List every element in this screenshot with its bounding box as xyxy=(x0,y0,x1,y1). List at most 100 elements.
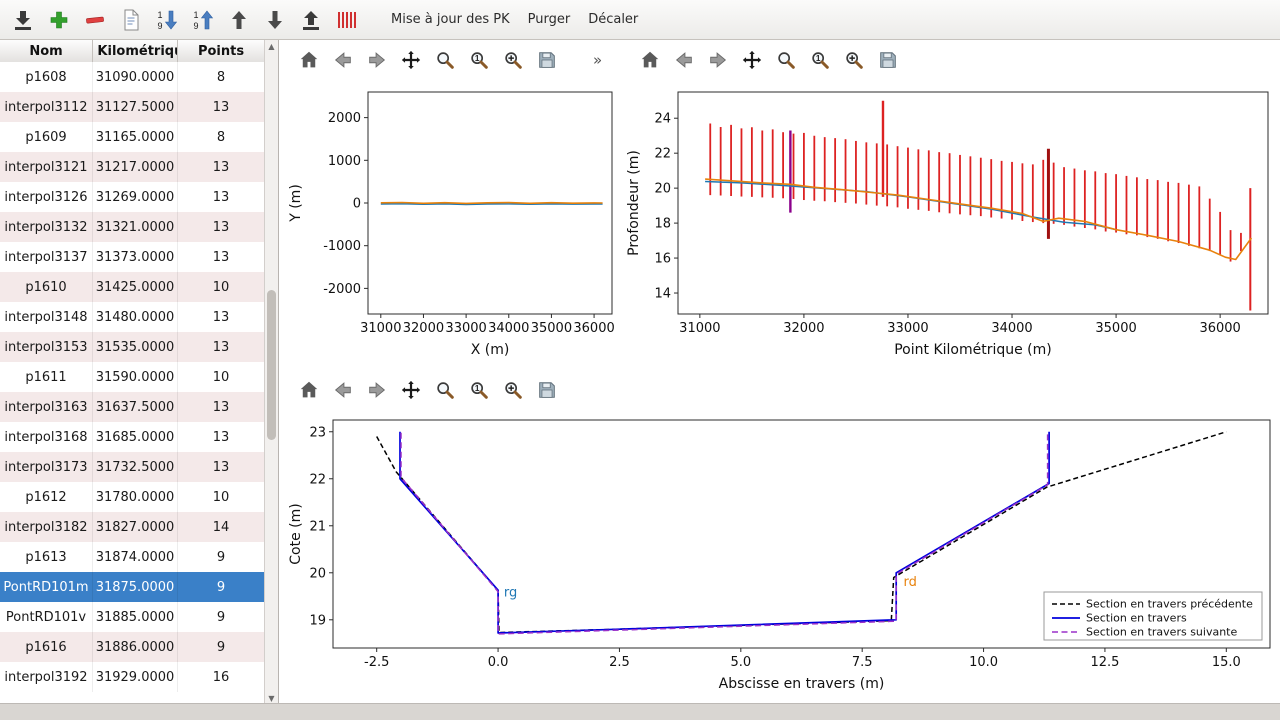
scrollbar-thumb[interactable] xyxy=(267,290,276,440)
zoom-in-button[interactable] xyxy=(499,46,527,74)
pan-button[interactable] xyxy=(738,46,766,74)
scroll-up-icon[interactable]: ▲ xyxy=(265,40,278,52)
table-row[interactable]: interpol316331637.500013 xyxy=(0,392,265,422)
zoom-button[interactable] xyxy=(772,46,800,74)
table-row[interactable]: interpol311231127.500013 xyxy=(0,92,265,122)
cell-nom: interpol3137 xyxy=(0,242,93,272)
menu-decaler[interactable]: Décaler xyxy=(579,8,647,31)
table-row[interactable]: interpol312631269.000013 xyxy=(0,182,265,212)
table-row[interactable]: interpol313231321.000013 xyxy=(0,212,265,242)
table-row[interactable]: interpol317331732.500013 xyxy=(0,452,265,482)
cell-points: 8 xyxy=(178,62,265,92)
zoom-button[interactable] xyxy=(431,46,459,74)
sections-pattern-button[interactable] xyxy=(332,5,362,35)
cell-pk: 31637.5000 xyxy=(93,392,178,422)
svg-text:2000: 2000 xyxy=(328,111,361,126)
svg-text:31000: 31000 xyxy=(360,321,401,336)
menu-mise-a-jour-pk[interactable]: Mise à jour des PK xyxy=(382,8,519,31)
back-button[interactable] xyxy=(670,46,698,74)
table-row[interactable]: p161631886.00009 xyxy=(0,632,265,662)
table-row[interactable]: p160831090.00008 xyxy=(0,62,265,92)
toolbar-overflow-chevron[interactable]: » xyxy=(593,51,602,69)
table-row[interactable]: PontRD101v31885.00009 xyxy=(0,602,265,632)
zoom-in-button[interactable] xyxy=(840,46,868,74)
menu-purger[interactable]: Purger xyxy=(519,8,580,31)
plan-plot-toolbar: 1» xyxy=(295,44,602,76)
barcode-icon xyxy=(335,8,359,32)
profile-plot-canvas[interactable]: 3100032000330003400035000360001416182022… xyxy=(624,78,1280,372)
column-header-points[interactable]: Points xyxy=(178,40,265,62)
pan-button[interactable] xyxy=(397,46,425,74)
table-row[interactable]: p161231780.000010 xyxy=(0,482,265,512)
save-button[interactable] xyxy=(533,376,561,404)
home-button[interactable] xyxy=(295,376,323,404)
table-row[interactable]: interpol313731373.000013 xyxy=(0,242,265,272)
column-header-nom[interactable]: Nom xyxy=(0,40,93,62)
svg-text:9: 9 xyxy=(194,21,199,31)
table-scrollbar[interactable]: ▲ ▼ xyxy=(264,40,278,704)
table-row[interactable]: p161131590.000010 xyxy=(0,362,265,392)
table-row[interactable]: interpol318231827.000014 xyxy=(0,512,265,542)
zoom-one-button[interactable]: 1 xyxy=(465,376,493,404)
delete-section-button[interactable] xyxy=(80,5,110,35)
forward-button[interactable] xyxy=(363,46,391,74)
table-row[interactable]: p161331874.00009 xyxy=(0,542,265,572)
save-button[interactable] xyxy=(874,46,902,74)
table-row[interactable]: interpol319231929.000016 xyxy=(0,662,265,692)
pan-button[interactable] xyxy=(397,376,425,404)
svg-text:21: 21 xyxy=(309,519,326,534)
zoom-in-button[interactable] xyxy=(499,376,527,404)
cell-nom: p1610 xyxy=(0,272,93,302)
cell-points: 13 xyxy=(178,302,265,332)
back-button[interactable] xyxy=(329,46,357,74)
zoom-icon xyxy=(434,379,456,401)
sort-descending-button[interactable]: 19 xyxy=(152,5,182,35)
svg-text:35000: 35000 xyxy=(1095,321,1136,336)
cell-pk: 31875.0000 xyxy=(93,572,178,602)
cell-pk: 31127.5000 xyxy=(93,92,178,122)
svg-text:0: 0 xyxy=(353,197,361,212)
plan-view-chart[interactable]: 310003200033000340003500036000-2000-1000… xyxy=(286,78,622,372)
table-row[interactable]: interpol312131217.000013 xyxy=(0,152,265,182)
forward-button[interactable] xyxy=(363,376,391,404)
pan-icon xyxy=(400,49,422,71)
save-icon xyxy=(536,379,558,401)
table-row[interactable]: interpol316831685.000013 xyxy=(0,422,265,452)
forward-button[interactable] xyxy=(704,46,732,74)
edit-section-button[interactable] xyxy=(116,5,146,35)
column-header-pk[interactable]: t Kilométriqu xyxy=(93,40,178,62)
table-row[interactable]: PontRD101m31875.00009 xyxy=(0,572,265,602)
svg-text:1: 1 xyxy=(194,10,199,20)
back-button[interactable] xyxy=(329,376,357,404)
svg-text:32000: 32000 xyxy=(783,321,824,336)
table-row[interactable]: p160931165.00008 xyxy=(0,122,265,152)
table-row[interactable]: interpol314831480.000013 xyxy=(0,302,265,332)
longitudinal-profile-chart[interactable]: 3100032000330003400035000360001416182022… xyxy=(624,78,1280,372)
cell-points: 10 xyxy=(178,362,265,392)
home-button[interactable] xyxy=(295,46,323,74)
zoom-one-button[interactable]: 1 xyxy=(465,46,493,74)
svg-text:34000: 34000 xyxy=(991,321,1032,336)
export-button[interactable] xyxy=(296,5,326,35)
zoom-in-icon xyxy=(843,49,865,71)
back-icon xyxy=(332,379,354,401)
arrow-up-icon xyxy=(227,8,251,32)
move-down-button[interactable] xyxy=(260,5,290,35)
sections-panel: Nom t Kilométriqu Points p160831090.0000… xyxy=(0,40,279,704)
move-up-button[interactable] xyxy=(224,5,254,35)
zoom-one-button[interactable]: 1 xyxy=(806,46,834,74)
import-button[interactable] xyxy=(8,5,38,35)
table-row[interactable]: interpol315331535.000013 xyxy=(0,332,265,362)
sort-ascending-button[interactable]: 19 xyxy=(188,5,218,35)
cell-points: 9 xyxy=(178,542,265,572)
cross-plot-canvas[interactable]: -2.50.02.55.07.510.012.515.01920212223Ab… xyxy=(286,408,1280,704)
save-button[interactable] xyxy=(533,46,561,74)
plan-plot-canvas[interactable]: 310003200033000340003500036000-2000-1000… xyxy=(286,78,622,372)
add-section-button[interactable] xyxy=(44,5,74,35)
cross-section-chart[interactable]: -2.50.02.55.07.510.012.515.01920212223Ab… xyxy=(286,408,1280,704)
table-row[interactable]: p161031425.000010 xyxy=(0,272,265,302)
minus-icon xyxy=(83,8,107,32)
zoom-button[interactable] xyxy=(431,376,459,404)
plus-icon xyxy=(47,8,71,32)
home-button[interactable] xyxy=(636,46,664,74)
